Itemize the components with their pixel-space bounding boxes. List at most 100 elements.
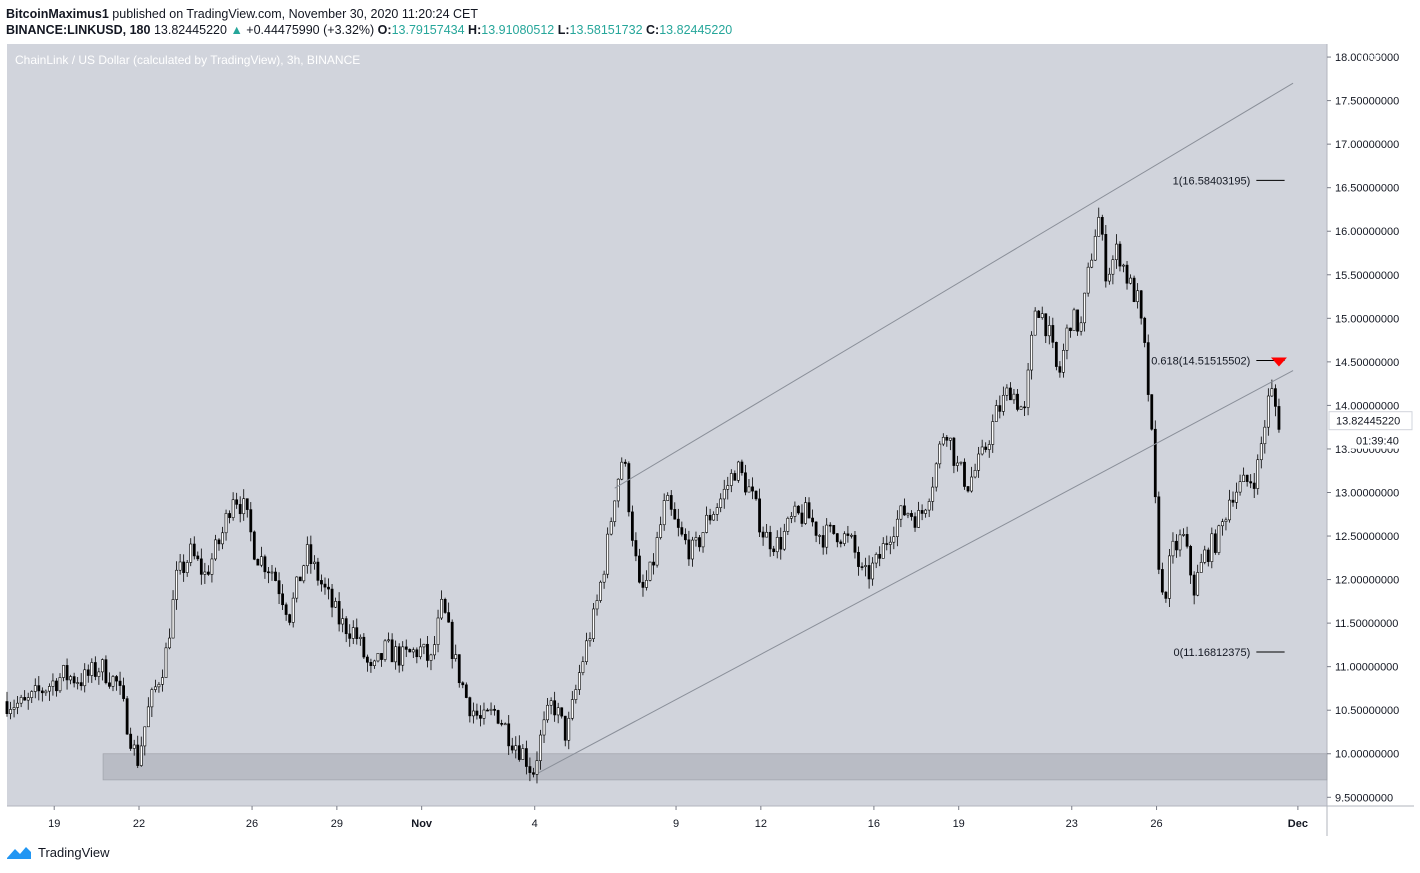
candle-body (1118, 243, 1122, 267)
candle (1019, 405, 1023, 410)
candle (655, 531, 659, 568)
candle-body (1062, 350, 1065, 373)
candle-body (143, 726, 147, 747)
candle (680, 521, 684, 537)
candle (895, 510, 899, 547)
candle (1266, 388, 1270, 436)
candle-body (775, 536, 779, 553)
y-tick-label: 18.00000000 (1335, 52, 1399, 64)
candle-body (153, 686, 157, 690)
candle (719, 493, 723, 513)
candle (493, 705, 496, 716)
candle (284, 602, 288, 621)
candle-body (1160, 569, 1164, 593)
candle (691, 536, 694, 567)
candle-body (1054, 342, 1058, 367)
candle (457, 654, 461, 688)
candle (694, 531, 698, 547)
candle (146, 697, 150, 728)
y-tick-label: 14.00000000 (1335, 400, 1399, 412)
candle (65, 658, 69, 690)
candle (1199, 553, 1203, 573)
candle (1001, 386, 1005, 416)
candle (97, 667, 101, 685)
candle-body (1235, 491, 1238, 503)
candle-body (1132, 277, 1136, 302)
candle (782, 523, 786, 551)
candle-body (404, 646, 408, 650)
candle (556, 702, 560, 724)
candle (878, 546, 882, 567)
candle (171, 590, 175, 639)
candle-body (751, 486, 754, 492)
candle (355, 618, 359, 645)
candle-body (878, 553, 882, 559)
candle-body (648, 561, 652, 581)
candle (924, 508, 928, 518)
currency-label: USD (1360, 53, 1383, 65)
low-value: 13.58151732 (569, 23, 643, 37)
candle-body (903, 505, 906, 516)
publisher-name[interactable]: BitcoinMaximus1 (6, 7, 109, 21)
candle-body (1069, 327, 1072, 332)
candle (945, 434, 949, 447)
chart-pane[interactable] (7, 44, 1327, 806)
candle-body (588, 638, 592, 642)
candle-body (782, 531, 786, 550)
candle (1203, 545, 1207, 565)
candle (606, 527, 610, 579)
candle (362, 633, 366, 659)
candle (503, 722, 507, 726)
candle-body (666, 495, 670, 501)
candle (383, 639, 387, 662)
candle-body (1189, 546, 1193, 576)
candle-body (16, 702, 19, 708)
channel-line-lower[interactable] (538, 370, 1294, 774)
candle (203, 562, 207, 584)
candle (471, 702, 475, 724)
candle-body (468, 697, 472, 717)
candle-body (634, 540, 638, 557)
candle-body (549, 700, 553, 706)
candle-body (411, 649, 415, 653)
candle (500, 719, 504, 727)
candle-body (966, 486, 970, 492)
channel-line-upper[interactable] (614, 82, 1294, 489)
candle-body (892, 536, 896, 543)
candle (931, 476, 935, 511)
candle-body (1199, 562, 1203, 573)
candle (5, 691, 9, 717)
close-value: 13.82445220 (659, 23, 733, 37)
candle-body (864, 565, 867, 567)
candle-body (729, 473, 733, 486)
candle-body (387, 639, 390, 642)
candle (768, 525, 772, 557)
candle (761, 526, 765, 546)
candle-body (132, 744, 136, 749)
candle-body (867, 565, 871, 580)
candle (327, 578, 330, 600)
candle (344, 616, 348, 643)
candle (418, 638, 422, 660)
candle (775, 530, 779, 559)
candle (189, 538, 193, 567)
candle-body (1107, 273, 1111, 282)
candle (132, 739, 136, 756)
candle (683, 528, 687, 545)
candle-body (161, 677, 164, 685)
candle-body (691, 539, 694, 560)
candle (1263, 420, 1267, 454)
candle (980, 439, 984, 456)
candle (139, 736, 143, 767)
candle-body (924, 509, 928, 514)
candle-body (793, 505, 797, 517)
candle (312, 555, 316, 570)
candle-body (471, 710, 475, 717)
candle (450, 619, 454, 669)
candle-body (139, 745, 143, 766)
candle-body (906, 513, 910, 516)
candle-body (620, 461, 624, 480)
footer-brand[interactable]: TradingView (6, 845, 110, 860)
candle (1143, 316, 1147, 348)
